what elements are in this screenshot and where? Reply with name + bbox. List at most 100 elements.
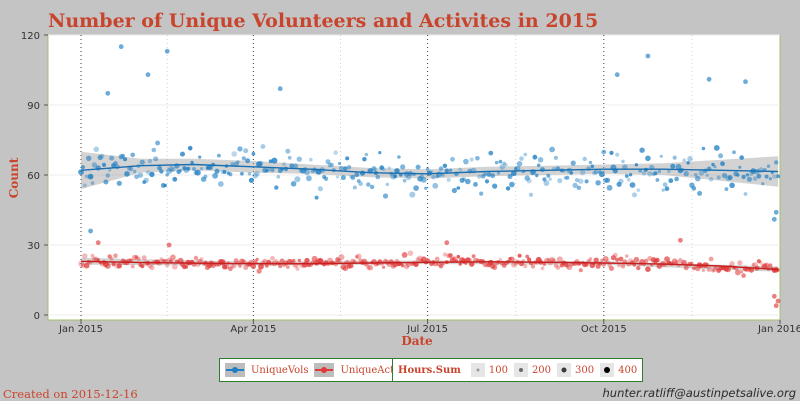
- data-point-unique-vols: [523, 152, 528, 157]
- data-point-unique-vols: [507, 174, 513, 179]
- data-point-unique-activity: [258, 263, 264, 270]
- data-point-unique-activity: [576, 261, 582, 266]
- data-point-unique-vols: [369, 184, 375, 190]
- data-point-unique-vols: [475, 156, 480, 161]
- data-point-unique-activity: [140, 264, 145, 269]
- data-point-unique-vols: [766, 164, 771, 168]
- data-point-unique-vols: [134, 174, 139, 180]
- data-point-unique-vols: [477, 174, 482, 179]
- data-point-unique-vols: [705, 173, 709, 177]
- data-point-unique-activity: [741, 273, 746, 278]
- data-point-unique-activity: [610, 255, 617, 261]
- data-point-unique-activity: [291, 258, 296, 263]
- data-point-unique-vols: [429, 170, 434, 174]
- data-point-unique-vols: [274, 185, 279, 190]
- data-point-unique-activity: [525, 254, 530, 259]
- data-point-unique-activity: [758, 261, 763, 265]
- data-point-unique-vols: [572, 182, 578, 189]
- data-point-unique-vols: [639, 147, 645, 153]
- data-point-unique-activity: [444, 240, 450, 246]
- data-point-unique-vols: [746, 176, 753, 182]
- data-point-unique-activity: [401, 264, 405, 268]
- data-point-unique-vols: [473, 182, 478, 187]
- data-point-unique-vols: [256, 161, 263, 168]
- data-point-unique-vols: [683, 171, 689, 177]
- data-point-unique-vols: [724, 187, 729, 192]
- data-point-unique-activity: [625, 254, 629, 258]
- data-point-unique-vols: [634, 163, 639, 167]
- data-point-unique-activity: [448, 253, 453, 258]
- data-point-unique-vols: [329, 162, 334, 167]
- data-point-unique-activity: [737, 260, 743, 266]
- data-point-unique-vols: [248, 177, 254, 183]
- data-point-unique-activity: [617, 263, 622, 268]
- data-point-unique-activity: [91, 256, 97, 262]
- data-point-unique-vols: [615, 152, 620, 157]
- data-point-unique-vols: [488, 150, 494, 156]
- data-point-unique-activity: [355, 255, 359, 259]
- data-point-unique-vols: [290, 181, 297, 187]
- data-point-unique-activity: [655, 257, 660, 263]
- data-point-unique-vols: [739, 155, 744, 160]
- data-point-unique-vols: [425, 167, 430, 171]
- data-point-unique-vols: [137, 172, 144, 178]
- data-point-unique-vols: [343, 166, 348, 171]
- data-point-unique-activity: [708, 256, 714, 262]
- data-point-unique-vols: [337, 161, 342, 166]
- data-point-unique-vols: [345, 156, 350, 161]
- data-point-unique-vols: [436, 171, 442, 178]
- data-point-unique-vols: [212, 172, 219, 179]
- data-point-unique-activity: [415, 257, 421, 263]
- data-point-unique-vols: [494, 160, 499, 165]
- data-point-unique-vols: [772, 174, 777, 179]
- data-point-unique-vols: [578, 178, 584, 184]
- data-point-unique-vols: [718, 153, 724, 159]
- data-point-unique-activity: [600, 258, 604, 262]
- data-point-unique-vols: [458, 167, 463, 172]
- chart-title: Number of Unique Volunteers and Activite…: [48, 10, 599, 32]
- data-point-unique-vols: [672, 155, 677, 160]
- legend-label-unique-activity: UniqueActivity: [340, 364, 416, 376]
- data-point-unique-vols: [378, 151, 382, 155]
- data-point-unique-activity: [527, 257, 532, 262]
- data-point-unique-activity: [740, 270, 744, 274]
- data-point-unique-vols: [296, 156, 302, 162]
- data-point-unique-vols: [438, 166, 444, 171]
- data-point-unique-vols: [592, 170, 597, 176]
- size-key-100: [470, 363, 485, 377]
- data-point-unique-activity: [111, 262, 116, 267]
- data-point-unique-vols: [118, 44, 124, 50]
- data-point-unique-activity: [458, 262, 462, 266]
- data-point-unique-vols: [444, 168, 449, 173]
- data-point-unique-vols: [190, 160, 194, 165]
- data-point-unique-vols: [155, 140, 161, 146]
- data-point-unique-vols: [97, 154, 103, 161]
- data-point-unique-vols: [84, 174, 89, 179]
- data-point-unique-vols: [309, 157, 313, 162]
- data-point-unique-vols: [145, 170, 151, 175]
- data-point-unique-activity: [104, 262, 111, 269]
- data-point-unique-vols: [359, 170, 366, 176]
- data-point-unique-activity: [238, 264, 242, 268]
- data-point-unique-vols: [387, 166, 392, 170]
- data-point-unique-activity: [107, 254, 112, 259]
- data-point-unique-vols: [217, 153, 221, 158]
- legend-key-unique-activity: [314, 363, 335, 377]
- data-point-unique-activity: [690, 261, 694, 265]
- data-point-unique-vols: [576, 185, 582, 190]
- data-point-unique-vols: [626, 177, 631, 182]
- data-point-unique-activity: [193, 255, 199, 261]
- data-point-unique-activity: [701, 268, 706, 272]
- data-point-unique-vols: [139, 159, 145, 165]
- data-point-unique-activity: [171, 263, 178, 270]
- data-point-unique-vols: [686, 161, 690, 165]
- data-point-unique-vols: [252, 172, 259, 179]
- data-point-unique-vols: [529, 192, 533, 197]
- data-point-unique-vols: [82, 183, 87, 188]
- data-point-unique-vols: [371, 166, 377, 172]
- data-point-unique-vols: [340, 175, 346, 181]
- data-point-unique-vols: [486, 172, 492, 177]
- data-point-unique-activity: [773, 303, 779, 309]
- data-point-unique-vols: [721, 172, 728, 179]
- data-point-unique-activity: [540, 266, 545, 271]
